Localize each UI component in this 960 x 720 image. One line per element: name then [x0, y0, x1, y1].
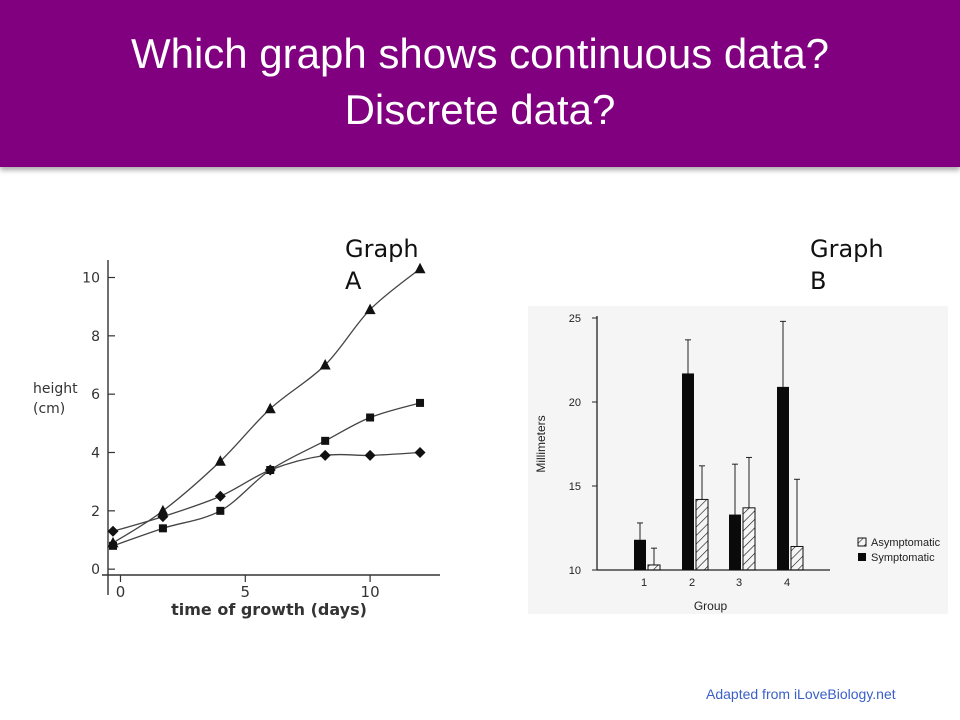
diamond-point: [107, 525, 119, 537]
line-chart-graph-a: 0 2 4 6 8 10 0 5 10 height (cm) time of growth (day…: [33, 260, 440, 619]
y-tick-label: 20: [569, 397, 581, 409]
title-line-1: Which graph shows continuous data?: [130, 30, 830, 77]
square-point: [216, 506, 225, 515]
title-line-2: Discrete data?: [344, 86, 616, 133]
y-axis-label: Millimeters: [534, 415, 548, 472]
graph-b-label-line1: Graph: [810, 235, 884, 263]
graph-a-label-line1: Graph: [345, 235, 419, 263]
title-banner: Which graph shows continuous data? Discr…: [0, 0, 960, 167]
bar-asymptomatic: [790, 545, 804, 571]
graph-b-label: Graph B: [810, 233, 920, 297]
bar-asymptomatic: [647, 564, 661, 571]
series-line-triangle: [112, 268, 421, 544]
triangle-point: [414, 262, 426, 274]
graph-b-label-line2: B: [810, 267, 827, 295]
triangle-point: [264, 402, 276, 414]
bar-asymptomatic: [742, 507, 756, 571]
y-tick-label: 10: [82, 271, 100, 287]
y-tick-label: 15: [569, 481, 581, 493]
x-tick-label: 3: [736, 577, 742, 589]
series-line-diamond: [112, 451, 421, 532]
x-tick-label: 2: [689, 577, 695, 589]
legend-label-asymptomatic: Asymptomatic: [871, 537, 941, 549]
legend-swatch-symptomatic: [858, 553, 866, 561]
triangle-point: [319, 359, 331, 370]
bar-symptomatic: [682, 373, 694, 570]
diamond-point: [364, 449, 376, 461]
y-axis-label-line2: (cm): [33, 401, 65, 417]
y-tick-label: 4: [91, 446, 100, 462]
slide-title: Which graph shows continuous data? Discr…: [0, 26, 960, 138]
y-tick-label: 0: [91, 562, 100, 578]
triangle-point: [364, 303, 376, 315]
y-tick-label: 10: [569, 565, 581, 577]
y-tick-label: 2: [91, 504, 100, 520]
square-point: [321, 436, 330, 445]
x-tick-label: 1: [641, 577, 647, 589]
bar-symptomatic: [729, 514, 741, 570]
graph-a-label: Graph A: [345, 233, 455, 297]
bar-asymptomatic: [695, 498, 709, 571]
x-tick-label: 4: [784, 577, 790, 589]
bar-chart-graph-b: 10 15 20 25 Millimeters Group 1 2 3 4 Asymptomatic…: [528, 306, 948, 614]
legend-swatch-asymptomatic: [857, 537, 867, 547]
source-credit: Adapted from iLoveBiology.net: [706, 686, 896, 702]
square-point: [158, 524, 167, 533]
x-tick-label: 5: [241, 583, 251, 601]
diamond-point: [264, 464, 276, 476]
y-tick-label: 6: [91, 387, 100, 403]
square-point: [416, 398, 425, 407]
legend-label-symptomatic: Symptomatic: [871, 552, 935, 564]
x-axis-label: Group: [694, 599, 728, 613]
y-axis-label-line1: height: [33, 381, 78, 397]
square-point: [108, 541, 117, 550]
y-tick-label: 8: [91, 329, 100, 345]
y-tick-label: 25: [569, 313, 581, 325]
diamond-point: [319, 449, 331, 461]
triangle-point: [157, 504, 169, 516]
diamond-point: [214, 490, 226, 502]
triangle-point: [214, 455, 226, 466]
x-tick-label: 10: [361, 583, 380, 601]
square-point: [366, 413, 375, 422]
graph-a-label-line2: A: [345, 267, 362, 295]
bar-symptomatic: [634, 539, 646, 570]
diamond-point: [414, 447, 426, 458]
x-tick-label: 0: [116, 583, 126, 601]
x-axis-label: time of growth (days): [171, 600, 367, 619]
bar-symptomatic: [777, 386, 789, 570]
